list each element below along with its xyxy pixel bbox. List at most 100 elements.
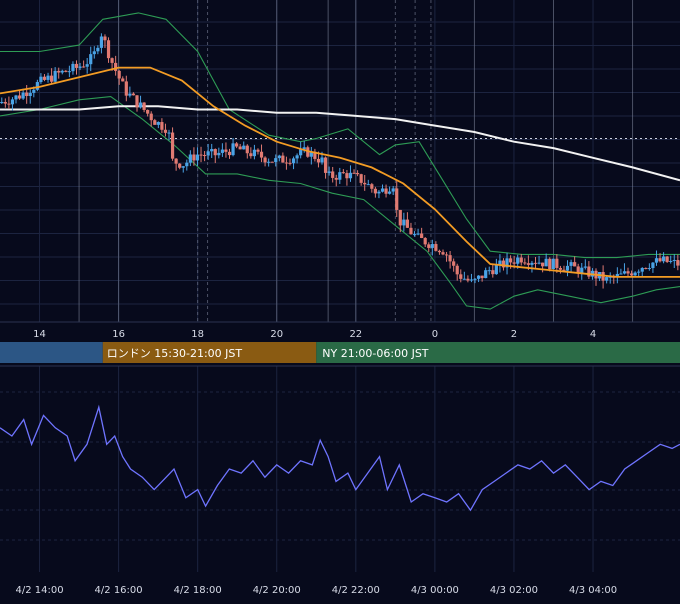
candle-body [673,260,676,261]
candle-body [477,276,480,279]
candle-body [527,263,530,265]
candle-body [516,258,519,264]
candle-body [644,268,647,269]
candle-body [11,99,14,104]
candle-body [239,147,242,150]
candle-body [392,188,395,191]
candle-body [217,153,220,155]
candle-body [374,189,377,194]
candle-body [125,81,128,95]
candle-body [260,152,263,158]
candle-body [285,163,288,164]
candle-body [299,149,302,155]
candle-body [199,155,202,156]
price-x-tick-label: 14 [33,329,46,340]
candle-body [231,143,234,155]
candle-body [171,133,174,159]
candle-body [381,188,384,191]
candle-body [89,54,92,64]
candle-body [335,178,338,180]
candle-body [349,173,352,178]
session-label-london: ロンドン 15:30-21:00 JST [107,347,243,360]
candle-body [356,173,359,174]
candle-body [367,184,370,185]
candle-body [214,149,217,155]
candle-body [331,171,334,177]
candle-body [466,279,469,281]
candle-body [118,71,121,79]
candle-body [46,76,49,80]
candle-body [491,270,494,274]
candle-body [488,270,491,271]
candle-body [121,78,124,81]
candle-body [29,93,32,96]
candle-body [434,244,437,251]
candle-body [36,82,39,90]
candle-body [146,110,149,114]
candle-body [623,271,626,273]
candle-body [481,276,484,278]
candle-body [513,262,516,263]
candle-body [676,260,679,266]
candle-body [68,71,71,72]
price-x-tick-label: 0 [432,329,438,340]
price-x-axis [0,322,680,342]
price-x-tick-label: 18 [191,329,204,340]
price-x-tick-label: 20 [270,329,283,340]
price-x-tick-label: 2 [511,329,517,340]
candle-body [135,95,138,107]
candle-body [57,71,60,73]
candle-body [495,265,498,274]
candle-body [584,266,587,267]
candle-body [416,234,419,235]
candle-body [235,143,238,146]
candle-body [509,258,512,262]
candle-body [530,263,533,265]
candle-body [619,274,622,275]
candle-body [263,158,266,163]
candle-body [409,228,412,234]
candle-body [150,114,153,121]
candle-body [50,76,53,82]
candle-body [342,172,345,173]
candle-body [399,210,402,225]
candle-body [463,279,466,280]
price-x-tick-label: 22 [349,329,362,340]
candle-body [449,255,452,261]
candle-body [484,270,487,278]
candle-body [473,279,476,280]
candle-body [328,171,331,172]
candle-body [253,150,256,156]
candle-body [658,258,661,261]
candle-body [71,64,74,71]
candle-body [143,103,146,110]
candle-body [139,103,142,108]
oscillator-x-tick-label: 4/3 00:00 [411,585,459,596]
oscillator-x-tick-label: 4/2 14:00 [15,585,63,596]
candle-body [175,159,178,164]
candle-body [445,254,448,255]
candle-body [395,188,398,210]
session-block-tokyo [0,342,103,363]
oscillator-x-tick-label: 4/3 04:00 [569,585,617,596]
candle-body [470,279,473,280]
oscillator-x-tick-label: 4/2 16:00 [95,585,143,596]
candle-body [153,120,156,125]
candle-body [7,104,10,105]
candle-body [256,150,259,152]
candle-body [224,150,227,152]
candle-body [182,166,185,168]
candle-body [107,40,110,58]
candle-body [100,36,103,47]
candle-body [61,71,64,73]
candle-body [210,149,213,151]
candle-body [338,172,341,180]
price-x-tick-label: 16 [112,329,125,340]
oscillator-x-tick-label: 4/3 02:00 [490,585,538,596]
candle-body [523,262,526,263]
oscillator-x-tick-label: 4/2 22:00 [332,585,380,596]
candle-body [22,93,25,99]
candle-body [573,262,576,266]
candle-body [363,183,366,184]
